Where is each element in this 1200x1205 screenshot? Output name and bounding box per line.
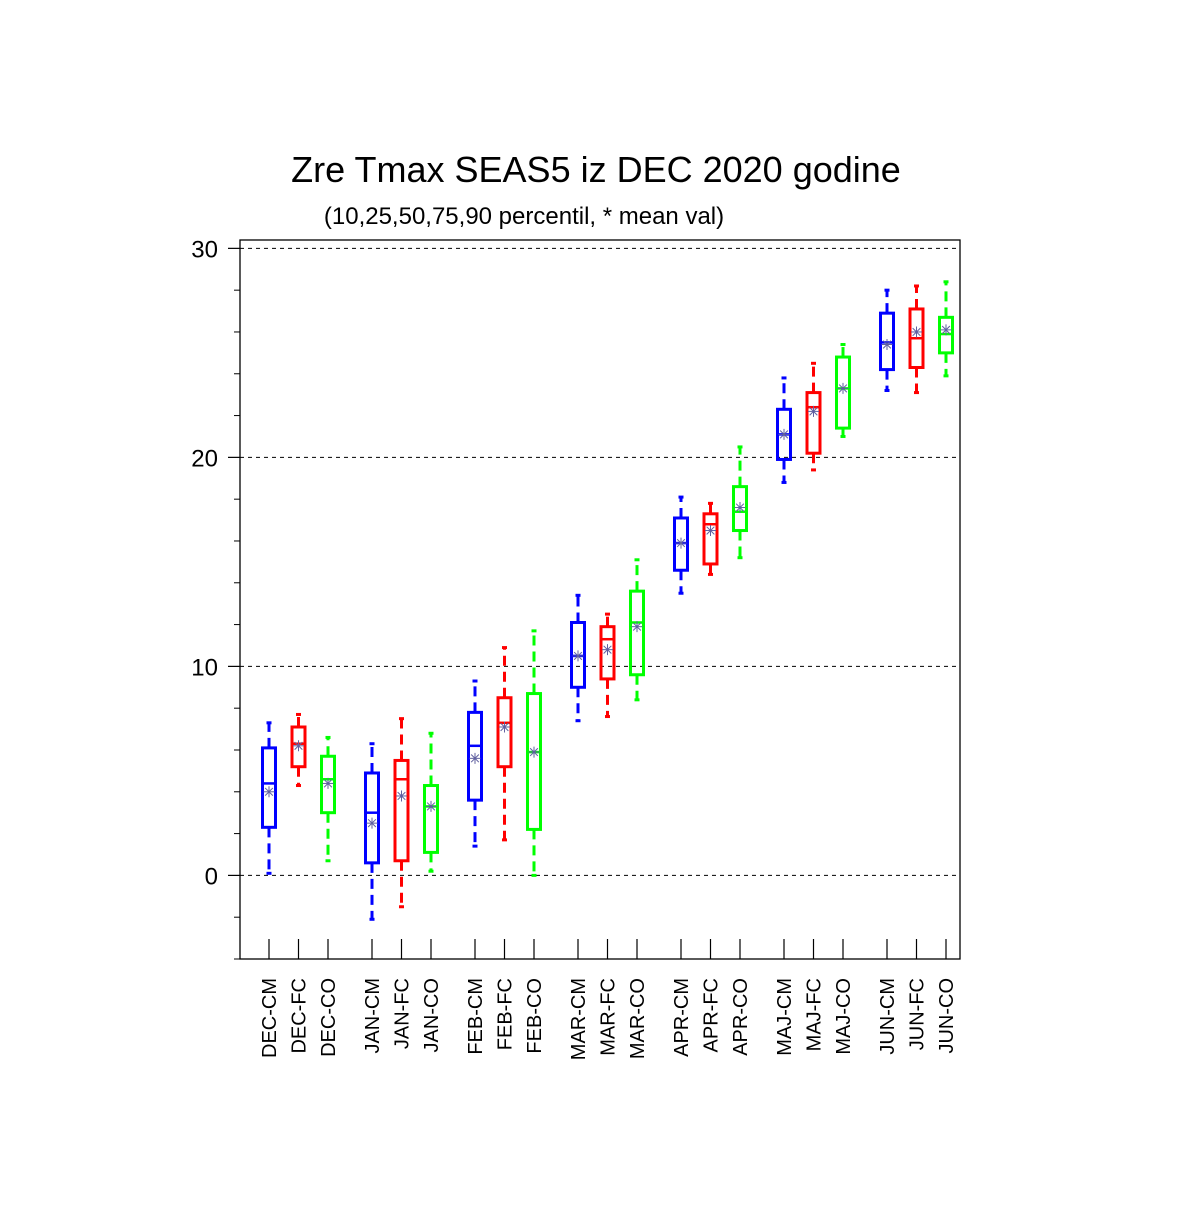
chart-subtitle: (10,25,50,75,90 percentil, * mean val) [324, 203, 724, 230]
mean-marker [809, 407, 818, 416]
box-iqr [599, 625, 616, 681]
mean-marker [294, 741, 303, 751]
x-tick-label: APR-FC [701, 978, 723, 1052]
box-mar-fc [599, 612, 616, 719]
mean-marker [735, 503, 745, 512]
box-iqr [732, 485, 748, 533]
box-mar-co [629, 558, 645, 702]
grid-lines [240, 247, 960, 876]
box-jan-co [423, 731, 439, 873]
box-iqr [805, 391, 822, 455]
mean-marker [529, 747, 539, 757]
x-tick-label: MAJ-FC [804, 978, 826, 1051]
box-apr-cm [673, 495, 689, 595]
box-mar-cm [570, 593, 586, 723]
mean-marker [676, 538, 686, 548]
x-tick-label: MAJ-CO [833, 978, 855, 1055]
x-tick-label: JAN-CM [362, 978, 384, 1054]
mean-marker [367, 818, 377, 828]
box-apr-fc [702, 501, 719, 576]
y-tick-label: 10 [191, 654, 218, 681]
box-maj-co [835, 343, 851, 438]
x-tick-label: FEB-CM [465, 978, 487, 1055]
x-tick-label: JUN-CO [936, 978, 958, 1054]
y-tick-label: 30 [191, 236, 218, 263]
box-iqr [496, 696, 513, 769]
x-tick-label: FEB-CO [524, 978, 546, 1054]
x-tick-label: DEC-CM [259, 978, 281, 1058]
chart-title: Zre Tmax SEAS5 iz DEC 2020 godine [291, 149, 901, 190]
box-iqr [423, 784, 439, 854]
box-iqr [393, 758, 410, 863]
mean-marker [882, 340, 892, 349]
x-tick-label: JUN-FC [907, 978, 929, 1050]
mean-marker [323, 779, 333, 788]
mean-marker [500, 722, 509, 732]
plot-frame [239, 239, 961, 960]
box-iqr [467, 710, 483, 802]
box-iqr [629, 589, 645, 677]
box-jun-cm [879, 288, 895, 392]
boxes [261, 280, 954, 921]
x-tick-label: JUN-CM [877, 978, 899, 1055]
x-tick-label: MAR-FC [598, 978, 620, 1056]
x-tick-label: MAR-CO [627, 978, 649, 1059]
box-feb-co [526, 629, 542, 877]
x-tick-label: APR-CO [730, 978, 752, 1056]
box-dec-co [320, 735, 336, 863]
box-jan-fc [393, 717, 410, 909]
box-jun-co [938, 280, 954, 378]
mean-marker [706, 526, 715, 535]
mean-marker [573, 651, 583, 661]
box-iqr [835, 355, 851, 430]
box-feb-fc [496, 646, 513, 842]
x-tick-label: JAN-FC [392, 978, 414, 1049]
box-jun-fc [908, 284, 925, 395]
box-iqr [261, 746, 277, 829]
mean-marker [941, 325, 951, 335]
box-maj-fc [805, 361, 822, 472]
box-iqr [364, 771, 380, 865]
x-tick-label: FEB-FC [495, 978, 517, 1050]
mean-marker [838, 384, 848, 393]
y-tick-label: 20 [191, 445, 218, 472]
axes: 0 10 20 30 DEC-CM DEC-FC DEC-CO JAN-CM JAN-FC JAN… [191, 236, 958, 1060]
x-tick-label: MAR-CM [568, 978, 590, 1060]
mean-marker [912, 327, 921, 337]
box-iqr [702, 512, 719, 566]
box-dec-fc [290, 712, 307, 788]
x-tick-label: DEC-FC [289, 978, 311, 1054]
x-tick-label: DEC-CO [318, 978, 340, 1057]
mean-marker [397, 791, 406, 801]
box-maj-cm [776, 376, 792, 484]
mean-marker [264, 787, 274, 796]
x-tick-label: MAJ-CM [774, 978, 796, 1056]
mean-marker [426, 802, 436, 811]
box-apr-co [732, 445, 748, 560]
box-jan-cm [364, 742, 380, 921]
box-iqr [320, 754, 336, 815]
box-dec-cm [261, 721, 277, 875]
y-tick-label: 0 [205, 863, 218, 890]
box-feb-cm [467, 679, 483, 848]
mean-marker [603, 645, 612, 654]
x-tick-label: JAN-CO [421, 978, 443, 1052]
mean-marker [470, 754, 480, 763]
box-iqr [290, 725, 307, 769]
x-tick-label: APR-CM [671, 978, 693, 1057]
box-iqr [526, 692, 542, 831]
mean-marker [779, 430, 789, 439]
mean-marker [632, 622, 642, 631]
